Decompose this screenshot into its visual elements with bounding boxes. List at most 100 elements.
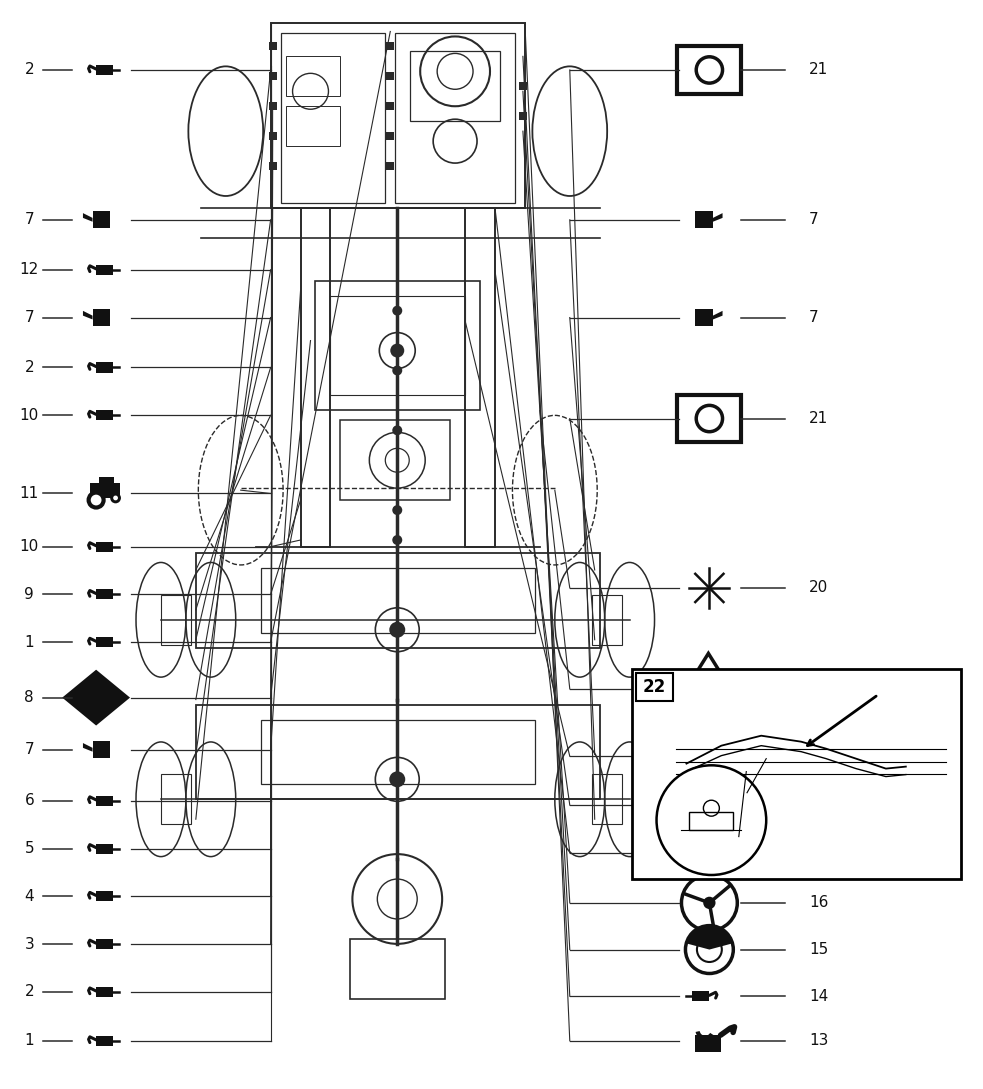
Bar (96, 363, 113, 372)
Bar (96, 891, 113, 902)
Bar (386, 162, 394, 170)
Circle shape (657, 766, 766, 874)
Bar (465, 208, 495, 547)
Text: 7: 7 (809, 310, 819, 325)
Bar (96, 1036, 113, 1045)
Bar (96, 589, 113, 599)
Bar (689, 812, 733, 830)
Bar (386, 72, 394, 81)
Text: 4: 4 (25, 889, 34, 904)
Bar (280, 34, 385, 203)
Text: 21: 21 (809, 62, 829, 77)
Circle shape (392, 426, 402, 436)
Text: 11: 11 (20, 486, 39, 501)
Text: 10: 10 (20, 539, 39, 554)
Bar (268, 162, 276, 170)
Bar (96, 65, 113, 75)
Bar (592, 774, 621, 824)
Bar (316, 281, 480, 411)
Bar (386, 102, 394, 110)
Polygon shape (713, 846, 723, 855)
Circle shape (113, 495, 118, 500)
Text: 20: 20 (809, 580, 829, 596)
Bar (386, 42, 394, 50)
Text: 7: 7 (25, 212, 34, 228)
Bar (350, 939, 445, 999)
Text: 1: 1 (25, 635, 34, 650)
Bar (96, 844, 113, 854)
Bar (96, 637, 113, 647)
Bar (268, 72, 276, 81)
Polygon shape (713, 213, 723, 222)
Bar (592, 595, 621, 645)
Bar (286, 57, 340, 96)
Bar (519, 83, 527, 90)
Text: 10: 10 (20, 407, 39, 423)
Bar (196, 705, 600, 799)
Text: 19: 19 (809, 682, 829, 697)
Bar (268, 132, 276, 140)
Wedge shape (686, 926, 732, 950)
Text: 22: 22 (643, 678, 666, 696)
Bar (410, 51, 500, 121)
Circle shape (703, 896, 716, 909)
Text: 2: 2 (25, 360, 34, 375)
Bar (636, 673, 673, 701)
Text: 9: 9 (25, 587, 34, 602)
Bar (92, 309, 110, 326)
Bar (96, 939, 113, 950)
Polygon shape (83, 743, 92, 751)
Bar (96, 265, 113, 274)
Text: 16: 16 (809, 895, 829, 910)
Circle shape (389, 771, 405, 787)
Bar (386, 132, 394, 140)
Circle shape (87, 490, 106, 510)
Bar (96, 796, 113, 806)
Text: 1: 1 (25, 1033, 34, 1049)
Polygon shape (62, 670, 130, 725)
Circle shape (392, 535, 402, 544)
Bar (270, 24, 525, 208)
Bar (632, 670, 960, 879)
Bar (99, 477, 114, 484)
Polygon shape (83, 213, 92, 222)
Circle shape (392, 366, 402, 376)
Bar (96, 411, 113, 420)
Text: 2: 2 (25, 62, 34, 77)
Bar (301, 208, 330, 547)
Text: 18: 18 (809, 749, 829, 763)
Bar (692, 991, 710, 1001)
Text: 7: 7 (25, 310, 34, 325)
Bar (268, 102, 276, 110)
Text: 14: 14 (809, 989, 829, 1004)
Bar (92, 742, 110, 758)
Bar (196, 553, 600, 648)
Text: 2: 2 (25, 984, 34, 1000)
Bar (161, 774, 191, 824)
Text: 5: 5 (25, 841, 34, 856)
Text: 3: 3 (25, 937, 34, 952)
Bar (260, 720, 535, 784)
Circle shape (392, 306, 402, 316)
Text: 6: 6 (25, 793, 34, 808)
Bar (677, 394, 741, 442)
Circle shape (389, 622, 405, 638)
Bar (690, 693, 726, 722)
Text: 13: 13 (809, 1033, 829, 1049)
Text: 7: 7 (809, 845, 819, 860)
Circle shape (90, 494, 101, 505)
Bar (286, 107, 340, 146)
Bar (695, 309, 713, 326)
Bar (92, 211, 110, 229)
Bar (90, 484, 120, 498)
Text: 15: 15 (809, 942, 829, 957)
Bar (519, 112, 527, 120)
Polygon shape (83, 310, 92, 319)
Text: 12: 12 (20, 262, 39, 278)
Bar (330, 296, 465, 395)
Circle shape (392, 505, 402, 515)
Bar (268, 42, 276, 50)
Bar (161, 595, 191, 645)
Bar (395, 34, 515, 203)
Polygon shape (713, 310, 723, 319)
